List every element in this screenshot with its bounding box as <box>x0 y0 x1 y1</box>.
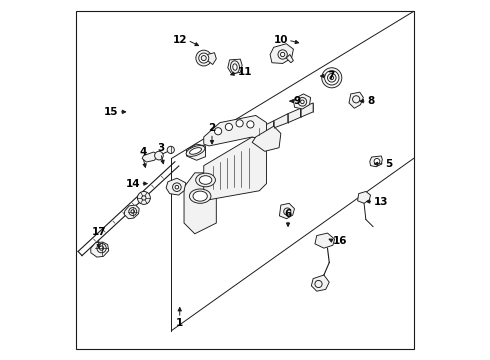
Circle shape <box>330 76 334 80</box>
Text: 5: 5 <box>385 159 392 169</box>
Polygon shape <box>252 126 281 151</box>
Circle shape <box>215 128 221 135</box>
Text: 1: 1 <box>176 318 183 328</box>
Polygon shape <box>286 54 294 63</box>
Circle shape <box>374 158 380 164</box>
Polygon shape <box>274 114 288 128</box>
Polygon shape <box>187 144 205 160</box>
Text: 10: 10 <box>273 35 288 45</box>
Text: 9: 9 <box>294 96 300 106</box>
Polygon shape <box>279 203 294 219</box>
Circle shape <box>199 53 209 63</box>
Circle shape <box>278 50 287 59</box>
Text: 2: 2 <box>208 123 216 134</box>
Polygon shape <box>270 44 294 63</box>
Circle shape <box>201 55 206 60</box>
Text: 16: 16 <box>333 236 347 246</box>
Circle shape <box>327 73 336 82</box>
Text: 4: 4 <box>139 147 147 157</box>
Text: 17: 17 <box>91 228 106 237</box>
Polygon shape <box>142 152 159 162</box>
Text: 11: 11 <box>238 67 252 77</box>
Circle shape <box>284 208 291 215</box>
Ellipse shape <box>196 173 216 187</box>
Circle shape <box>298 98 307 106</box>
Circle shape <box>129 208 137 216</box>
Circle shape <box>280 52 285 57</box>
Circle shape <box>236 120 243 127</box>
Polygon shape <box>184 173 216 234</box>
Polygon shape <box>294 94 311 109</box>
Polygon shape <box>311 275 329 291</box>
Circle shape <box>167 146 174 153</box>
Polygon shape <box>259 121 274 135</box>
Circle shape <box>131 210 135 213</box>
Ellipse shape <box>233 64 237 70</box>
Text: 3: 3 <box>157 143 164 153</box>
Circle shape <box>315 280 322 288</box>
Circle shape <box>322 68 342 88</box>
Polygon shape <box>204 137 267 200</box>
Polygon shape <box>370 156 382 167</box>
Circle shape <box>175 185 179 189</box>
Circle shape <box>196 50 212 66</box>
Ellipse shape <box>190 189 211 203</box>
Text: 8: 8 <box>367 96 374 106</box>
Ellipse shape <box>193 191 207 201</box>
Circle shape <box>247 121 254 128</box>
Ellipse shape <box>186 145 205 156</box>
Circle shape <box>300 100 304 104</box>
Text: 6: 6 <box>284 210 292 220</box>
Text: 13: 13 <box>373 197 388 207</box>
Polygon shape <box>315 233 335 248</box>
Circle shape <box>353 96 360 103</box>
Text: 12: 12 <box>173 35 188 45</box>
Circle shape <box>155 151 163 160</box>
Polygon shape <box>349 92 364 108</box>
Polygon shape <box>288 108 300 123</box>
Circle shape <box>99 246 104 250</box>
Text: 7: 7 <box>327 71 335 81</box>
Circle shape <box>97 243 106 253</box>
Circle shape <box>225 123 232 131</box>
Polygon shape <box>228 59 242 73</box>
Text: 15: 15 <box>104 107 119 117</box>
Polygon shape <box>300 103 313 117</box>
Ellipse shape <box>190 148 201 154</box>
Circle shape <box>172 183 181 192</box>
Polygon shape <box>207 53 216 64</box>
Text: 14: 14 <box>125 179 140 189</box>
Circle shape <box>142 196 146 200</box>
Polygon shape <box>358 192 370 203</box>
Polygon shape <box>166 178 186 195</box>
Circle shape <box>137 192 150 204</box>
Ellipse shape <box>230 61 240 73</box>
Circle shape <box>324 71 339 85</box>
Polygon shape <box>204 116 267 146</box>
Polygon shape <box>124 205 139 219</box>
Polygon shape <box>91 242 109 257</box>
Ellipse shape <box>199 176 212 184</box>
